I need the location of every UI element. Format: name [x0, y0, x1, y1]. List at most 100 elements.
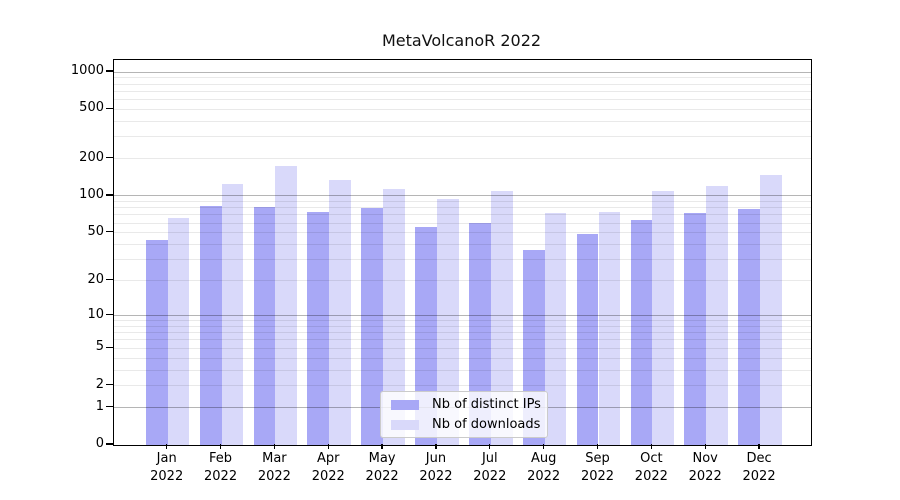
- gridline-minor: [114, 369, 811, 371]
- y-tick-label: 0: [95, 436, 104, 451]
- bar-distinct-ips: [630, 219, 653, 445]
- gridline-minor: [114, 90, 811, 92]
- x-tick-mark: [489, 444, 491, 449]
- gridline-major: [114, 315, 811, 317]
- x-tick-label: Nov 2022: [688, 451, 722, 484]
- x-tick-mark: [596, 444, 599, 449]
- legend-label-downloads: Nb of downloads: [432, 417, 541, 432]
- bar-downloads: [167, 218, 190, 445]
- legend-entry-downloads: Nb of downloads: [391, 417, 547, 432]
- x-tick-label: Feb 2022: [204, 451, 238, 484]
- bar-distinct-ips: [415, 226, 437, 445]
- x-tick-mark: [327, 444, 329, 449]
- bar-downloads: [436, 198, 459, 445]
- y-tick-mark: [106, 231, 113, 233]
- legend-swatch-distinct-ips-icon: [391, 399, 419, 410]
- gridline-minor: [114, 280, 811, 282]
- x-tick-mark: [166, 444, 168, 449]
- bar-downloads: [329, 180, 352, 445]
- gridline-minor: [114, 259, 811, 261]
- x-tick-label: Jan 2022: [150, 451, 184, 484]
- x-tick-mark: [650, 444, 652, 449]
- gridline-minor: [114, 325, 811, 327]
- y-tick-label: 500: [79, 100, 104, 116]
- x-tick-label: Jul 2022: [473, 451, 507, 484]
- bar-downloads: [221, 183, 244, 445]
- grid-layer: [114, 60, 811, 445]
- gridline-minor: [114, 120, 811, 122]
- gridline-minor: [114, 339, 811, 341]
- x-tick-label: May 2022: [365, 451, 399, 484]
- gridline-minor: [114, 158, 811, 160]
- y-tick-label: 20: [87, 271, 104, 287]
- x-tick-mark: [758, 444, 760, 449]
- bar-downloads: [544, 213, 567, 445]
- y-tick-mark: [106, 194, 113, 196]
- gridline-minor: [114, 207, 811, 209]
- gridline-minor: [114, 332, 811, 334]
- gridline-minor: [114, 77, 811, 79]
- bar-downloads: [652, 190, 675, 445]
- bar-downloads: [760, 175, 782, 445]
- bar-distinct-ips: [738, 209, 761, 445]
- x-tick-label: Aug 2022: [527, 451, 561, 484]
- legend-swatch-downloads-icon: [391, 419, 419, 430]
- y-tick-label: 2: [95, 376, 104, 392]
- x-tick-mark: [435, 444, 437, 449]
- y-tick-mark: [106, 107, 113, 110]
- x-tick-mark: [273, 444, 276, 449]
- y-tick-mark: [106, 157, 113, 159]
- gridline-minor: [114, 108, 811, 110]
- gridline-minor: [114, 385, 811, 387]
- bar-distinct-ips: [145, 239, 168, 445]
- bar-distinct-ips: [361, 207, 384, 445]
- x-tick-label: Jun 2022: [419, 451, 453, 484]
- gridline-minor: [114, 357, 811, 359]
- bar-distinct-ips: [307, 211, 330, 445]
- bar-downloads: [706, 186, 728, 445]
- y-tick-label: 1: [95, 398, 104, 414]
- x-tick-mark: [543, 444, 545, 449]
- bar-distinct-ips: [199, 205, 222, 445]
- legend: Nb of distinct IPs Nb of downloads: [380, 391, 548, 438]
- bar-downloads: [275, 165, 298, 445]
- gridline-major: [114, 71, 811, 73]
- gridline-minor: [114, 320, 811, 322]
- gridline-major: [114, 195, 811, 197]
- y-tick-label: 5: [95, 339, 104, 355]
- gridline-minor: [114, 136, 811, 138]
- bar-downloads: [598, 211, 621, 445]
- gridline-minor: [114, 200, 811, 202]
- chart-title: MetaVolcanoR 2022: [381, 31, 542, 50]
- y-tick-label: 200: [79, 149, 104, 165]
- y-tick-label: 10: [87, 306, 104, 322]
- x-tick-label: Apr 2022: [311, 451, 345, 484]
- y-tick-mark: [106, 313, 113, 316]
- x-tick-mark: [219, 444, 222, 449]
- y-tick-mark: [106, 443, 113, 445]
- gridline-minor: [114, 214, 811, 216]
- gridline-minor: [114, 244, 811, 246]
- legend-label-distinct-ips: Nb of distinct IPs: [432, 397, 541, 412]
- gridline-minor: [114, 222, 811, 224]
- y-tick-mark: [106, 70, 113, 72]
- bar-distinct-ips: [469, 223, 491, 445]
- x-tick-label: Sep 2022: [580, 451, 615, 484]
- x-tick-mark: [704, 444, 706, 449]
- bars-layer: [114, 60, 811, 445]
- x-tick-label: Oct 2022: [634, 451, 668, 484]
- gridline-minor: [114, 99, 811, 101]
- bar-downloads: [383, 188, 405, 445]
- bar-downloads: [490, 190, 513, 445]
- legend-entry-distinct-ips: Nb of distinct IPs: [391, 397, 547, 412]
- y-tick-label: 1000: [70, 63, 104, 79]
- plot-area: Nb of distinct IPs Nb of downloads: [113, 59, 812, 446]
- y-tick-mark: [106, 384, 113, 386]
- y-tick-label: 50: [87, 223, 104, 239]
- y-tick-mark: [106, 405, 113, 408]
- bar-distinct-ips: [684, 212, 707, 445]
- gridline-minor: [114, 347, 811, 349]
- x-tick-mark: [381, 444, 383, 449]
- bar-distinct-ips: [576, 233, 599, 445]
- y-tick-label: 100: [79, 186, 104, 202]
